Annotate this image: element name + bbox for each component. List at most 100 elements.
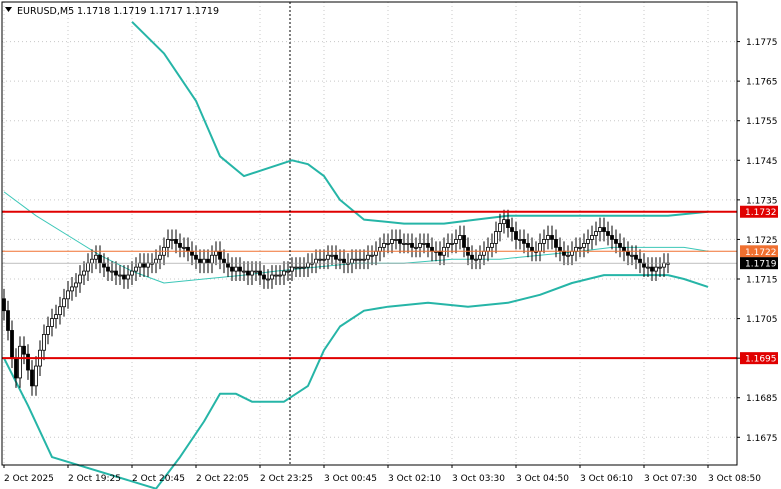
candle-body: [178, 242, 182, 248]
candle-body: [126, 274, 130, 280]
candle-body: [202, 258, 206, 264]
x-tick-label: 2 Oct 22:05: [196, 474, 249, 484]
candle-body: [566, 254, 570, 257]
candle-body: [370, 254, 374, 257]
time-axis[interactable]: 2 Oct 2025 2 Oct 19:25 2 Oct 20:45 2 Oct 22…: [3, 465, 761, 484]
candle-body: [230, 266, 234, 272]
candle-body: [174, 239, 178, 244]
candle-body: [470, 254, 474, 260]
chart-menu-arrow-icon[interactable]: [5, 7, 12, 12]
candle-body: [78, 274, 82, 284]
candle-body: [58, 306, 62, 316]
candle-body: [330, 254, 334, 257]
y-tick-label: 1.1745: [746, 157, 778, 167]
candle-body: [262, 274, 266, 280]
candle-body: [638, 258, 642, 264]
candle-body: [10, 330, 14, 359]
candle-body: [554, 239, 558, 248]
candle-body: [82, 270, 86, 276]
candle-body: [298, 266, 302, 269]
candle-body: [138, 262, 142, 268]
current-price-label: 1.1719: [745, 260, 777, 270]
candle-body: [62, 298, 66, 308]
candle-body: [578, 246, 582, 249]
candle-body: [30, 369, 34, 387]
candle-body: [318, 258, 322, 261]
candle-body: [550, 235, 554, 240]
candle-body: [94, 254, 98, 260]
candle-body: [26, 353, 30, 371]
candle-body: [454, 239, 458, 244]
candle-body: [478, 254, 482, 260]
candle-body: [182, 246, 186, 249]
candle-body: [342, 258, 346, 264]
candles: [2, 209, 670, 396]
candle-body: [446, 242, 450, 248]
candle-body: [558, 246, 562, 252]
candle-body: [186, 246, 190, 252]
bollinger-upper-line: [131, 21, 709, 225]
candle-body: [354, 258, 358, 261]
candle-body: [494, 231, 498, 244]
current-price-badge: [740, 257, 778, 270]
candle-body: [410, 242, 414, 248]
chart-frame: [1, 1, 738, 466]
candle-body: [430, 246, 434, 252]
candle-body: [338, 258, 342, 261]
y-tick-label: 1.1735: [746, 196, 778, 206]
x-tick-label: 2 Oct 23:25: [260, 474, 313, 484]
candle-body: [562, 250, 566, 256]
candle-body: [530, 246, 534, 252]
candle-body: [158, 254, 162, 260]
candle-body: [6, 310, 10, 331]
candle-body: [634, 254, 638, 260]
candle-body: [662, 262, 666, 268]
candle-body: [350, 258, 354, 264]
level-badge: [740, 352, 778, 365]
candle-body: [418, 242, 422, 248]
candle-body: [250, 270, 254, 276]
horizontal-levels[interactable]: [2, 210, 737, 360]
candle-body: [538, 242, 542, 252]
candle-body: [366, 254, 370, 260]
candle-body: [658, 266, 662, 269]
candle-body: [2, 298, 6, 312]
candle-body: [586, 239, 590, 244]
x-tick-label: 2 Oct 19:25: [68, 474, 121, 484]
candle-body: [646, 266, 650, 269]
candle-body: [462, 235, 466, 248]
x-tick-label: 2 Oct 20:45: [132, 474, 185, 484]
candle-body: [498, 223, 502, 232]
candle-body: [594, 231, 598, 236]
x-tick-label: 3 Oct 08:50: [708, 474, 761, 484]
candle-body: [542, 239, 546, 244]
y-tick-label: 1.1705: [746, 315, 778, 325]
candle-body: [390, 239, 394, 244]
level-badge-label: 1.1722: [745, 248, 777, 258]
candle-body: [438, 250, 442, 256]
candle-body: [374, 250, 378, 256]
candle-body: [222, 258, 226, 264]
candle-body: [194, 254, 198, 260]
x-tick-label: 3 Oct 03:30: [452, 474, 505, 484]
candle-body: [258, 270, 262, 276]
candle-body: [166, 239, 170, 248]
candle-body: [22, 345, 26, 355]
price-badges: 1.1732 1.1722 1.1695 1.1719: [740, 205, 778, 365]
candle-body: [294, 266, 298, 269]
x-tick-label: 3 Oct 04:50: [516, 474, 569, 484]
candle-body: [18, 345, 22, 379]
candle-body: [286, 270, 290, 273]
candle-body: [386, 242, 390, 245]
chart-symbol: EURUSD,M5: [17, 6, 74, 17]
candle-body: [306, 262, 310, 268]
candle-body: [490, 242, 494, 248]
candle-body: [582, 242, 586, 248]
candle-body: [50, 318, 54, 327]
candle-body: [610, 235, 614, 240]
candle-body: [142, 262, 146, 268]
y-tick-label: 1.1765: [746, 78, 778, 88]
x-tick-label: 2 Oct 2025: [4, 474, 54, 484]
candle-body: [546, 235, 550, 240]
